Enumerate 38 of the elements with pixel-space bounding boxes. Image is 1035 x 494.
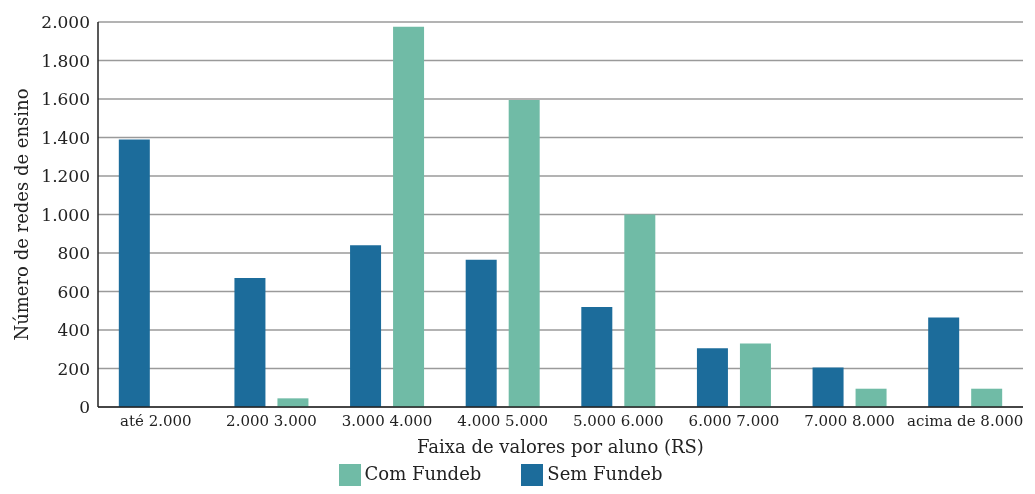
y-axis-title: Número de redes de ensino — [11, 88, 33, 341]
legend-label: Sem Fundeb — [547, 463, 663, 484]
legend-label: Com Fundeb — [364, 463, 482, 484]
bar — [624, 214, 656, 407]
y-tick-label: 200 — [57, 358, 90, 379]
y-tick-label: 800 — [57, 243, 90, 264]
bar — [855, 388, 887, 407]
y-tick-label: 600 — [57, 281, 90, 302]
bar — [234, 278, 266, 407]
y-tick-label: 1.800 — [41, 50, 90, 71]
x-tick-label: 6.000 7.000 — [688, 411, 780, 430]
x-axis-title: Faixa de valores por aluno (RS) — [417, 436, 704, 457]
bar — [928, 317, 960, 407]
bar — [465, 259, 497, 407]
bar — [971, 388, 1003, 407]
x-tick-label: 4.000 5.000 — [457, 411, 549, 430]
bar — [118, 139, 150, 407]
bar — [581, 306, 613, 407]
y-tick-label: 1.600 — [41, 89, 90, 110]
bar — [696, 348, 728, 407]
y-tick-label: 0 — [79, 397, 90, 418]
x-tick-label: 7.000 8.000 — [804, 411, 895, 430]
x-tick-label: 2.000 3.000 — [226, 411, 317, 430]
x-tick-label: 3.000 4.000 — [341, 411, 433, 430]
y-tick-label: 2.000 — [41, 12, 90, 33]
bar — [739, 343, 771, 407]
y-tick-label: 1.400 — [41, 127, 90, 148]
bar — [277, 398, 309, 407]
bar — [508, 99, 540, 407]
x-tick-label: até 2.000 — [120, 411, 192, 430]
y-tick-label: 1.200 — [41, 166, 90, 187]
x-tick-label: 5.000 6.000 — [572, 411, 664, 430]
y-tick-label: 400 — [57, 320, 90, 341]
y-tick-label: 1.000 — [41, 204, 90, 225]
bar — [350, 245, 382, 407]
bar — [393, 26, 425, 407]
bar — [812, 367, 844, 407]
x-tick-label: acima de 8.000 — [907, 411, 1024, 430]
